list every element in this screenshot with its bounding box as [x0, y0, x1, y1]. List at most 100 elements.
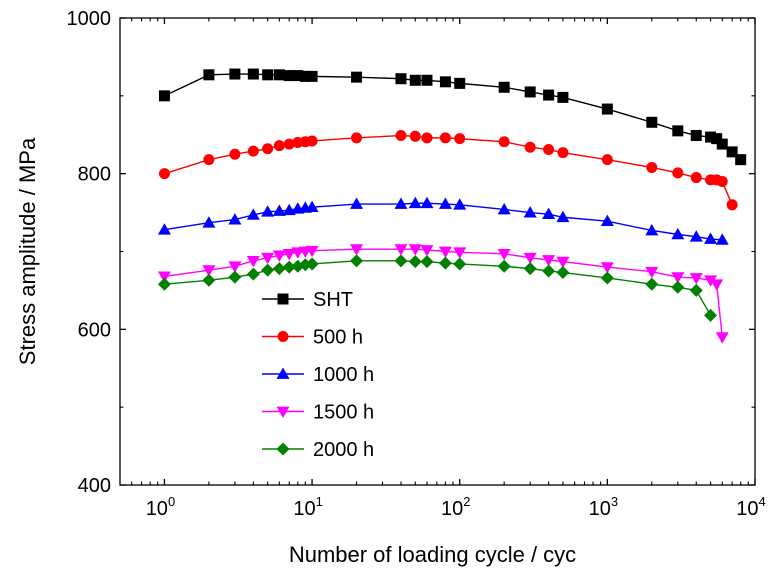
x-tick-exponent: 1	[316, 494, 323, 509]
data-point	[247, 145, 259, 157]
data-point	[261, 263, 275, 277]
series-line	[164, 134, 733, 206]
data-point	[523, 262, 537, 276]
data-point	[671, 272, 685, 284]
data-point	[246, 255, 260, 268]
data-point	[229, 148, 241, 160]
data-point	[350, 244, 364, 256]
data-point	[704, 275, 718, 287]
data-point	[395, 73, 407, 85]
data-point	[710, 279, 724, 291]
data-point	[305, 257, 319, 271]
data-point	[305, 245, 319, 258]
data-point	[453, 257, 467, 271]
data-point	[408, 244, 422, 256]
data-point	[453, 247, 467, 259]
x-tick-exponent: 3	[611, 494, 618, 509]
data-point	[646, 161, 658, 173]
data-point	[273, 140, 285, 152]
data-point	[421, 132, 433, 144]
data-point	[421, 74, 433, 86]
legend-item: 500 h	[262, 327, 363, 349]
data-point	[497, 259, 511, 273]
data-point	[262, 143, 274, 155]
data-point	[282, 248, 296, 261]
legend-item: SHT	[262, 289, 353, 311]
data-point	[394, 254, 408, 268]
data-point	[395, 130, 407, 142]
legend-item: 1500 h	[262, 402, 374, 424]
legend-label: SHT	[313, 289, 353, 311]
legend-marker	[276, 442, 290, 456]
data-point	[715, 233, 729, 245]
data-point	[523, 206, 537, 218]
x-tick-label: 104	[736, 494, 765, 520]
data-point	[690, 172, 702, 184]
data-point	[600, 262, 614, 274]
data-point	[299, 70, 311, 82]
data-point	[408, 255, 422, 269]
data-point	[261, 205, 275, 217]
data-point	[671, 227, 685, 240]
series-4	[157, 254, 718, 322]
data-point	[498, 136, 510, 148]
data-point	[157, 277, 171, 291]
data-point	[273, 69, 285, 81]
data-point	[439, 76, 451, 88]
data-point	[645, 266, 659, 279]
legend-item: 2000 h	[262, 439, 374, 461]
x-tick-base: 10	[293, 498, 315, 520]
data-point	[247, 68, 259, 80]
data-point	[497, 248, 511, 261]
data-point	[646, 116, 658, 128]
data-point	[158, 168, 170, 180]
data-point	[203, 154, 215, 166]
data-point	[408, 196, 422, 209]
legend-marker	[277, 293, 289, 305]
x-tick-base: 10	[589, 498, 611, 520]
data-point	[229, 68, 241, 80]
data-point	[716, 175, 728, 187]
x-tick-label: 102	[441, 494, 470, 520]
data-point	[272, 250, 286, 262]
data-point	[420, 245, 434, 257]
data-point	[394, 244, 408, 256]
data-point	[726, 199, 738, 211]
data-point	[524, 141, 536, 153]
x-axis-title: Number of loading cycle / cyc	[289, 542, 576, 567]
legend-label: 1000 h	[313, 364, 374, 386]
data-point	[262, 69, 274, 81]
data-point	[523, 252, 537, 265]
data-point	[716, 138, 728, 150]
data-point	[202, 216, 216, 228]
data-point	[543, 144, 555, 156]
legend-marker	[276, 406, 290, 418]
data-point	[157, 223, 171, 235]
data-point	[600, 214, 614, 227]
data-point	[228, 213, 242, 225]
data-point	[394, 197, 408, 209]
data-point	[246, 208, 260, 220]
x-tick-label: 103	[589, 494, 618, 520]
data-point	[283, 138, 295, 150]
data-point	[689, 283, 703, 297]
data-point	[542, 264, 556, 278]
x-tick-base: 10	[736, 498, 758, 520]
series-1	[158, 130, 738, 211]
data-point	[690, 130, 702, 142]
data-point	[409, 130, 421, 142]
data-point	[350, 254, 364, 268]
data-point	[557, 147, 569, 159]
data-point	[704, 308, 718, 322]
data-point	[645, 277, 659, 291]
data-point	[228, 270, 242, 284]
data-point	[202, 265, 216, 277]
data-point	[498, 81, 510, 93]
data-point	[454, 77, 466, 89]
y-axis-title: Stress amplitude / MPa	[15, 137, 40, 365]
data-point	[672, 167, 684, 179]
data-point	[351, 71, 363, 83]
